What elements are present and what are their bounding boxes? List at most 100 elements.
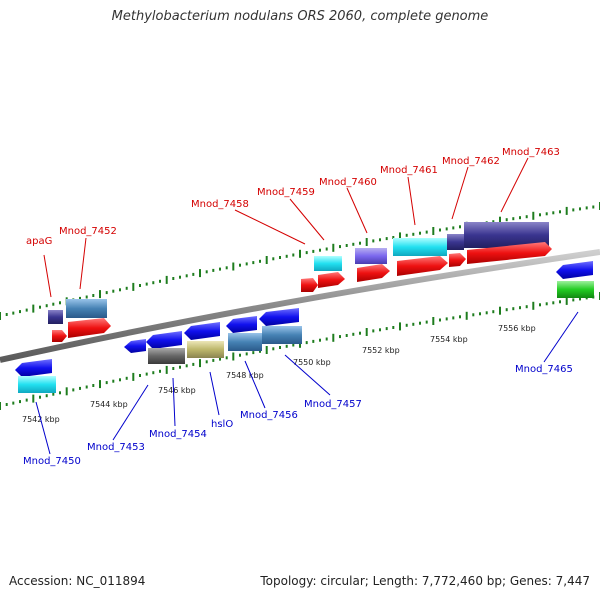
minor-tick [572,298,575,302]
minor-tick [292,253,295,257]
minor-tick [525,215,528,219]
gene-feature[interactable] [48,310,63,324]
gene-arrow[interactable] [301,278,318,292]
gene-label[interactable]: Mnod_7457 [304,399,362,410]
minor-tick [305,341,308,345]
minor-tick [512,307,515,311]
minor-tick [145,282,148,286]
minor-tick [5,313,8,316]
gene-feature[interactable] [187,341,224,358]
gene-feature[interactable] [228,333,262,351]
minor-tick [272,257,275,261]
gene-arrow[interactable] [467,242,552,264]
gene-arrow[interactable] [357,264,390,282]
gene-arrow[interactable] [184,322,220,340]
gene-label[interactable]: Mnod_7452 [59,226,117,237]
minor-tick [39,395,41,399]
gene-arrow[interactable] [556,261,593,279]
minor-tick [292,343,295,347]
gene-label[interactable]: Mnod_7458 [191,199,249,210]
minor-tick [139,284,141,287]
minor-tick [179,275,181,279]
minor-tick [112,379,115,383]
gene-feature[interactable] [393,238,447,256]
gene-label[interactable]: Mnod_7456 [240,410,298,421]
gene-arrow[interactable] [449,253,466,267]
gene-label[interactable]: Mnod_7460 [319,177,377,188]
major-tick [199,269,201,278]
major-tick [332,243,335,252]
minor-tick [52,302,55,306]
minor-tick [219,357,221,361]
minor-tick [139,374,141,377]
minor-tick [505,218,508,222]
minor-tick [559,300,561,304]
minor-tick [405,323,408,327]
gene-arrow[interactable] [124,339,146,353]
minor-tick [45,394,48,398]
minor-tick [285,344,288,348]
gene-label[interactable]: Mnod_7454 [149,429,207,440]
scale-label: 7556 kbp [498,324,536,333]
gene-feature[interactable] [355,248,387,264]
gene-feature[interactable] [148,348,185,364]
minor-tick [25,308,28,312]
major-tick [532,301,535,310]
major-tick [232,352,235,361]
gene-label[interactable]: Mnod_7462 [442,156,500,167]
minor-tick [125,286,128,290]
minor-tick [552,301,555,305]
gene-arrow[interactable] [146,331,182,349]
minor-tick [579,207,581,211]
minor-tick [325,247,328,251]
minor-tick [439,228,441,232]
major-tick [399,322,401,331]
gene-feature[interactable] [18,376,56,393]
minor-tick [459,225,461,229]
scale-label: 7554 kbp [430,335,468,344]
minor-tick [385,327,388,331]
minor-tick [272,347,275,351]
gene-arrow[interactable] [15,359,52,377]
gene-arrow[interactable] [318,272,345,288]
gene-arrow[interactable] [226,316,257,333]
gene-label[interactable]: Mnod_7459 [257,187,315,198]
bottom-gene-labels: Mnod_7450 Mnod_7453 Mnod_7454 hslO Mnod_… [23,364,573,467]
gene-feature[interactable] [314,256,342,271]
major-tick [132,372,135,381]
gene-arrow[interactable] [52,330,67,342]
gene-arrow[interactable] [68,318,111,338]
minor-tick [585,206,588,210]
gene-label[interactable]: Mnod_7453 [87,442,145,453]
minor-tick [345,334,348,337]
minor-tick [405,233,408,237]
gene-label[interactable]: Mnod_7461 [380,165,438,176]
major-tick [65,387,68,396]
gene-feature[interactable] [447,234,464,250]
major-tick [32,304,35,313]
minor-tick [539,213,541,217]
gene-arrow[interactable] [259,308,299,326]
minor-tick [185,274,188,278]
minor-tick [379,238,381,242]
gene-label[interactable]: hslO [211,419,233,430]
major-tick [532,211,535,220]
scale-label: 7544 kbp [90,400,128,409]
gene-label[interactable]: Mnod_7465 [515,364,573,375]
minor-tick [492,220,495,224]
major-tick [199,359,201,368]
gene-label[interactable]: Mnod_7450 [23,456,81,467]
major-tick [299,249,301,258]
gene-feature[interactable] [557,281,594,298]
minor-tick [572,208,575,212]
gene-label[interactable]: Mnod_7463 [502,147,560,158]
minor-tick [112,289,115,293]
minor-tick [72,388,75,392]
minor-tick [219,267,221,271]
gene-feature[interactable] [66,299,107,318]
gene-arrow[interactable] [397,256,448,276]
gene-feature[interactable] [262,326,302,344]
minor-tick [192,272,195,276]
minor-tick [79,296,81,300]
gene-label[interactable]: apaG [26,236,52,247]
